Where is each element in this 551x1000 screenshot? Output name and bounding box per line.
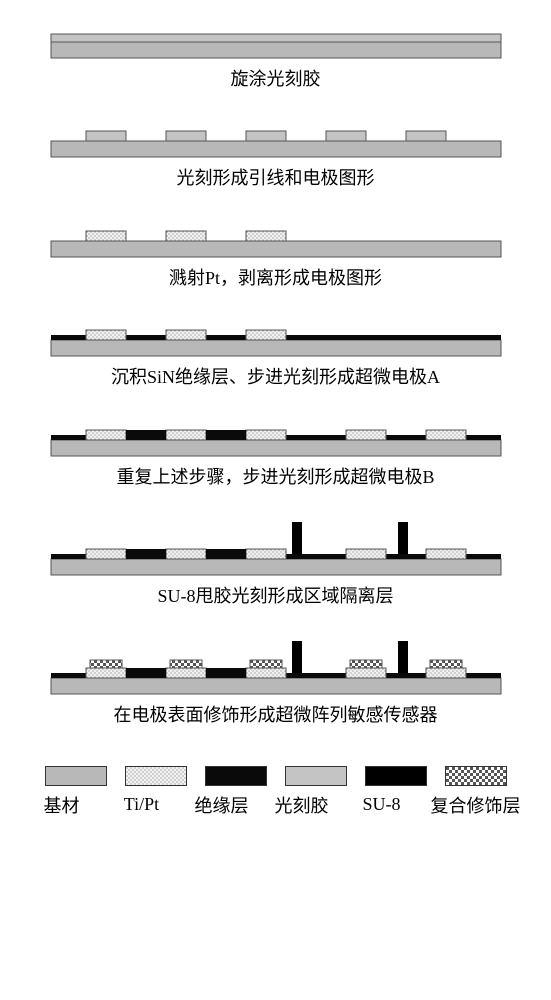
step-2-diagram [46,119,506,159]
step-5: 重复上述步骤，步进光刻形成超微电极B [10,418,541,489]
legend-label-tipt: Ti/Pt [111,794,173,815]
step-5-caption: 重复上述步骤，步进光刻形成超微电极B [116,466,434,489]
swatch-composite [445,766,507,786]
step-7-caption: 在电极表面修饰形成超微阵列敏感传感器 [114,704,438,727]
legend-label-photoresist: 光刻胶 [271,792,333,818]
step-5-diagram [46,418,506,458]
legend: 基材 Ti/Pt 绝缘层 光刻胶 SU-8 复合修饰层 [31,766,521,818]
process-flow-diagram: 旋涂光刻胶 光刻形成引线和电极图形 [10,20,541,818]
step-6-caption: SU-8甩胶光刻形成区域隔离层 [157,585,393,608]
step-1: 旋涂光刻胶 [10,20,541,91]
swatch-photoresist [285,766,347,786]
step-3: 溅射Pt，剥离形成电极图形 [10,219,541,290]
legend-label-insulator: 绝缘层 [191,792,253,818]
step-1-diagram [46,20,506,60]
step-3-caption: 溅射Pt，剥离形成电极图形 [169,267,382,290]
step-1-caption: 旋涂光刻胶 [231,68,321,91]
step-7: 在电极表面修饰形成超微阵列敏感传感器 [10,636,541,727]
legend-label-substrate: 基材 [31,792,93,818]
step-4: 沉积SiN绝缘层、步进光刻形成超微电极A [10,318,541,389]
swatch-su8 [365,766,427,786]
step-6: SU-8甩胶光刻形成区域隔离层 [10,517,541,608]
swatch-substrate [45,766,107,786]
swatch-tipt [125,766,187,786]
step-3-diagram [46,219,506,259]
step-4-diagram [46,318,506,358]
legend-swatches [45,766,507,786]
swatch-insulator [205,766,267,786]
legend-label-su8: SU-8 [351,794,413,815]
step-4-caption: 沉积SiN绝缘层、步进光刻形成超微电极A [111,366,440,389]
legend-labels: 基材 Ti/Pt 绝缘层 光刻胶 SU-8 复合修饰层 [31,792,521,818]
step-2: 光刻形成引线和电极图形 [10,119,541,190]
step-2-caption: 光刻形成引线和电极图形 [177,167,375,190]
legend-label-composite: 复合修饰层 [431,792,521,818]
step-6-diagram [46,517,506,577]
step-7-diagram [46,636,506,696]
